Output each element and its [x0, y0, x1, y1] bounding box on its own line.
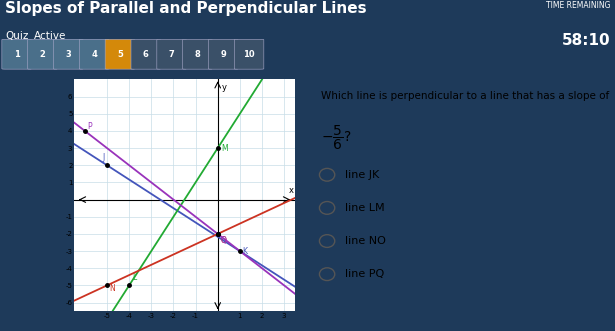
- Text: Active: Active: [34, 31, 66, 41]
- Text: P: P: [87, 122, 92, 131]
- Text: M: M: [221, 144, 228, 153]
- FancyBboxPatch shape: [79, 39, 109, 69]
- Text: Q: Q: [221, 236, 227, 245]
- Text: Slopes of Parallel and Perpendicular Lines: Slopes of Parallel and Perpendicular Lin…: [5, 1, 367, 17]
- Text: L: L: [132, 273, 137, 282]
- Text: line LM: line LM: [346, 203, 385, 213]
- Text: 1: 1: [14, 50, 20, 59]
- Text: N: N: [109, 284, 115, 293]
- Text: K: K: [242, 247, 247, 256]
- Text: 58:10: 58:10: [561, 33, 610, 48]
- Text: 4: 4: [91, 50, 97, 59]
- Text: 5: 5: [117, 50, 123, 59]
- Text: 6: 6: [143, 50, 149, 59]
- FancyBboxPatch shape: [2, 39, 31, 69]
- FancyBboxPatch shape: [54, 39, 83, 69]
- Text: Which line is perpendicular to a line that has a slope of: Which line is perpendicular to a line th…: [321, 91, 609, 101]
- FancyBboxPatch shape: [157, 39, 186, 69]
- FancyBboxPatch shape: [105, 39, 135, 69]
- Text: J: J: [103, 153, 105, 162]
- Text: y: y: [221, 83, 227, 92]
- Text: $-\dfrac{5}{6}$?: $-\dfrac{5}{6}$?: [321, 124, 351, 152]
- Text: 10: 10: [244, 50, 255, 59]
- Text: TIME REMAINING: TIME REMAINING: [546, 1, 610, 10]
- Text: line NO: line NO: [346, 236, 386, 246]
- FancyBboxPatch shape: [183, 39, 212, 69]
- Text: 7: 7: [169, 50, 175, 59]
- FancyBboxPatch shape: [234, 39, 264, 69]
- Text: 3: 3: [65, 50, 71, 59]
- Text: x: x: [288, 186, 293, 195]
- FancyBboxPatch shape: [28, 39, 57, 69]
- Text: O: O: [221, 236, 227, 245]
- Text: 9: 9: [220, 50, 226, 59]
- Text: Quiz: Quiz: [5, 31, 28, 41]
- FancyBboxPatch shape: [208, 39, 238, 69]
- Text: line JK: line JK: [346, 170, 379, 180]
- FancyBboxPatch shape: [131, 39, 161, 69]
- Text: 8: 8: [194, 50, 200, 59]
- Text: 2: 2: [39, 50, 46, 59]
- Text: line PQ: line PQ: [346, 269, 385, 279]
